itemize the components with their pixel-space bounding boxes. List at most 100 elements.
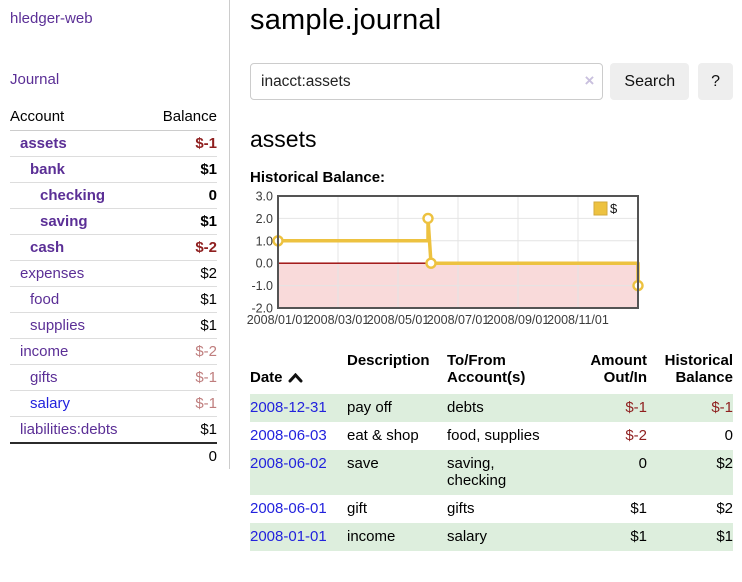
account-link[interactable]: liabilities:debts (20, 421, 118, 438)
transaction-date-link[interactable]: 2008-06-03 (250, 427, 327, 444)
transaction-row: 2008-12-31 pay off debts $-1 $-1 (250, 394, 733, 422)
account-row: food $1 (10, 286, 217, 313)
transaction-amount: $1 (630, 500, 647, 517)
search-button[interactable]: Search (610, 63, 690, 100)
account-balance: $1 (147, 156, 217, 183)
account-balance: $-2 (147, 338, 217, 365)
accounts-column-header: Account (10, 104, 148, 131)
account-link[interactable]: expenses (20, 265, 85, 282)
legend-label: $ (610, 201, 618, 216)
transaction-date-link[interactable]: 2008-06-01 (250, 500, 327, 517)
sort-ascending-icon (288, 372, 303, 382)
svg-text:2008/07/01: 2008/07/01 (427, 313, 490, 327)
clear-search-icon[interactable]: × (584, 71, 595, 90)
svg-text:2.0: 2.0 (256, 212, 273, 226)
account-row: checking 0 (10, 182, 217, 209)
transaction-amount: 0 (572, 450, 647, 495)
sidebar-item-journal[interactable]: Journal (10, 71, 60, 88)
transaction-balance: $-1 (647, 394, 733, 422)
account-balance: $-1 (147, 364, 217, 391)
transaction-accounts: food, supplies (447, 427, 540, 444)
svg-text:2008/11/01: 2008/11/01 (547, 313, 609, 327)
transaction-date-link[interactable]: 2008-12-31 (250, 399, 327, 416)
account-balance: $1 (147, 312, 217, 339)
account-row: bank $1 (10, 156, 217, 183)
account-row: expenses $2 (10, 260, 217, 287)
svg-text:2008/09/01: 2008/09/01 (487, 313, 550, 327)
transaction-date-link[interactable]: 2008-01-01 (250, 528, 327, 545)
date-header-label: Date (250, 369, 283, 386)
account-balance: $1 (147, 286, 217, 313)
accounts-total-value: 0 (147, 442, 217, 469)
transaction-amount: $-1 (572, 394, 647, 422)
account-link[interactable]: supplies (30, 317, 86, 334)
account-heading: assets (250, 126, 317, 152)
account-row: assets $-1 (10, 131, 217, 157)
transaction-balance: $2 (716, 500, 733, 517)
transaction-amount: $1 (572, 523, 647, 551)
page-title: sample.journal (250, 4, 442, 36)
transaction-description: eat & shop (347, 427, 419, 444)
account-balance: $-1 (195, 135, 217, 152)
main-content: sample.journal × Search ? assets Histori… (230, 0, 742, 571)
account-link[interactable]: checking (40, 187, 106, 204)
svg-text:1.0: 1.0 (256, 234, 273, 248)
transaction-description: gift (347, 500, 368, 517)
account-row: income $-2 (10, 338, 217, 365)
account-link[interactable]: food (30, 291, 60, 308)
transaction-row: 2008-01-01 income salary $1 $1 (250, 523, 733, 551)
account-row: saving $1 (10, 208, 217, 235)
app-title-link[interactable]: hledger-web (10, 10, 93, 27)
account-link[interactable]: saving (40, 213, 88, 230)
search-form: × Search ? (250, 63, 733, 100)
transaction-balance: $1 (647, 523, 733, 551)
transaction-description: save (347, 450, 447, 495)
account-row: salary $-1 (10, 390, 217, 417)
transaction-description: pay off (347, 394, 447, 422)
accounts-balance-table: Account Balance assets $-1 bank $1 checking 0… (10, 104, 217, 469)
account-link[interactable]: bank (30, 161, 66, 178)
account-link[interactable]: cash (30, 239, 65, 256)
legend-swatch (593, 201, 608, 216)
account-balance: 0 (147, 182, 217, 209)
account-balance: $1 (147, 416, 217, 443)
sidebar: hledger-web Journal Account Balance asse… (0, 0, 230, 469)
account-balance: $-1 (147, 390, 217, 417)
register-header-accounts: To/From Account(s) (447, 352, 526, 386)
register-header-amount: Amount Out/In (590, 352, 647, 386)
svg-text:-1.0: -1.0 (251, 279, 273, 293)
svg-text:0.0: 0.0 (256, 257, 273, 271)
chart-title: Historical Balance: (250, 169, 386, 186)
transaction-row: 2008-06-01 gift gifts $1 $2 (250, 495, 733, 523)
transaction-accounts: saving, checking (447, 450, 572, 495)
register-table: Date Description To/From Account(s) Amou… (250, 350, 733, 551)
historical-balance-chart[interactable]: $3.0 2.0 1.0 0.0 -1.0 -2.0 2008/01/01 2008/03/0… (247, 190, 733, 330)
transaction-accounts: salary (447, 523, 572, 551)
transaction-balance: $2 (647, 450, 733, 495)
account-row: liabilities:debts $1 (10, 416, 217, 443)
register-header-description: Description (347, 352, 430, 369)
svg-text:2008/01/01: 2008/01/01 (247, 313, 310, 327)
account-link[interactable]: gifts (30, 369, 58, 386)
account-row: cash $-2 (10, 234, 217, 261)
transaction-amount: $-2 (625, 427, 647, 444)
svg-text:-2.0: -2.0 (251, 302, 273, 316)
help-button[interactable]: ? (698, 63, 733, 100)
account-link[interactable]: income (20, 343, 69, 360)
balance-column-header: Balance (147, 104, 217, 131)
search-input[interactable] (250, 63, 604, 100)
account-row: gifts $-1 (10, 364, 217, 391)
account-balance: $-2 (147, 234, 217, 261)
transaction-balance: 0 (724, 427, 733, 444)
account-link[interactable]: assets (20, 135, 67, 152)
account-row: supplies $1 (10, 312, 217, 339)
transaction-date-link[interactable]: 2008-06-02 (250, 455, 327, 472)
transaction-accounts: debts (447, 394, 572, 422)
svg-text:2008/05/01: 2008/05/01 (367, 313, 430, 327)
transaction-row: 2008-06-03 eat & shop food, supplies $-2 0 (250, 422, 733, 450)
svg-text:3.0: 3.0 (256, 190, 273, 204)
register-header-date[interactable]: Date (250, 350, 347, 394)
transaction-accounts: gifts (447, 500, 475, 517)
account-link[interactable]: salary (30, 395, 71, 412)
